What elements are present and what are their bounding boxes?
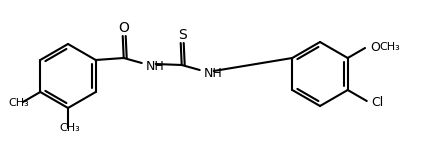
Text: O: O [370, 41, 380, 53]
Text: Cl: Cl [371, 95, 383, 109]
Text: CH₃: CH₃ [8, 98, 29, 108]
Text: O: O [118, 21, 129, 35]
Text: CH₃: CH₃ [60, 123, 80, 133]
Text: S: S [179, 28, 187, 42]
Text: CH₃: CH₃ [379, 42, 400, 52]
Text: NH: NH [204, 67, 222, 79]
Text: NH: NH [146, 59, 165, 73]
